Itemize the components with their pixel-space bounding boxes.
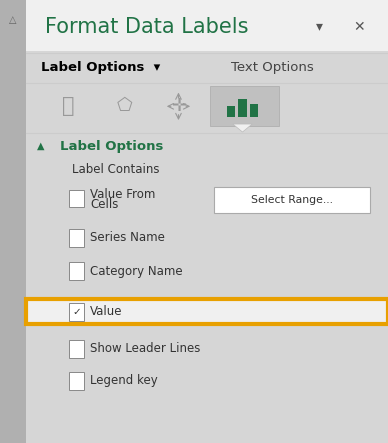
FancyBboxPatch shape xyxy=(69,190,84,207)
Text: Legend key: Legend key xyxy=(90,374,158,388)
Text: △: △ xyxy=(9,15,17,25)
FancyBboxPatch shape xyxy=(69,262,84,280)
Polygon shape xyxy=(233,124,252,132)
Text: ✕: ✕ xyxy=(353,19,365,34)
Text: ▲: ▲ xyxy=(37,141,44,151)
FancyBboxPatch shape xyxy=(69,372,84,390)
FancyBboxPatch shape xyxy=(227,106,235,117)
FancyBboxPatch shape xyxy=(210,86,279,126)
Text: Label Options: Label Options xyxy=(60,140,163,153)
Text: Label Options  ▾: Label Options ▾ xyxy=(41,61,160,74)
FancyBboxPatch shape xyxy=(0,0,26,443)
Text: ✓: ✓ xyxy=(72,307,81,317)
Text: Series Name: Series Name xyxy=(90,231,165,245)
Text: Show Leader Lines: Show Leader Lines xyxy=(90,342,201,355)
Text: Category Name: Category Name xyxy=(90,264,183,278)
Text: Text Options: Text Options xyxy=(231,61,314,74)
Text: Select Range...: Select Range... xyxy=(251,195,333,205)
FancyBboxPatch shape xyxy=(26,0,388,51)
Text: ✛: ✛ xyxy=(171,97,186,115)
Text: Label Contains: Label Contains xyxy=(72,163,159,176)
Text: ▾: ▾ xyxy=(316,19,323,34)
Text: ⬧: ⬧ xyxy=(62,96,74,117)
Text: Cells: Cells xyxy=(90,198,119,211)
FancyBboxPatch shape xyxy=(69,303,84,321)
FancyBboxPatch shape xyxy=(250,104,258,117)
FancyBboxPatch shape xyxy=(69,229,84,247)
FancyBboxPatch shape xyxy=(26,299,388,324)
Text: Format Data Labels: Format Data Labels xyxy=(45,16,248,37)
FancyBboxPatch shape xyxy=(214,187,370,213)
Text: Value: Value xyxy=(90,305,123,319)
Text: Value From: Value From xyxy=(90,187,156,201)
FancyBboxPatch shape xyxy=(238,99,247,117)
FancyBboxPatch shape xyxy=(69,340,84,358)
Text: ⬠: ⬠ xyxy=(116,97,132,115)
